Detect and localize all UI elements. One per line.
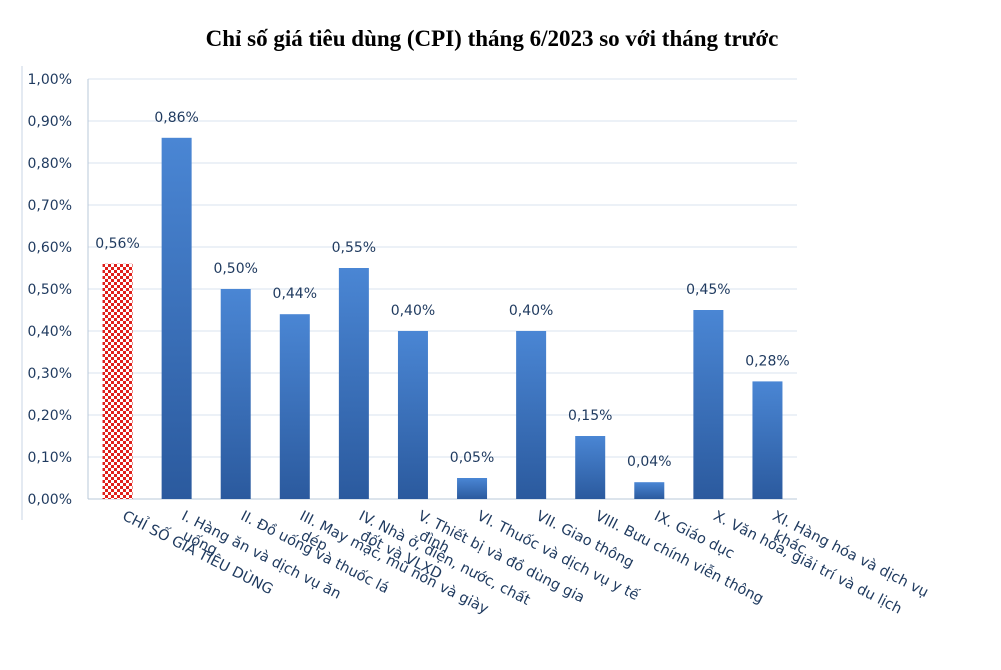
data-label: 0,55% — [332, 240, 376, 256]
y-tick-label: 1,00% — [28, 72, 72, 88]
data-label: 0,28% — [745, 353, 789, 369]
bar — [279, 314, 310, 499]
bars — [102, 137, 783, 500]
y-tick-label: 0,40% — [28, 324, 72, 340]
gridlines — [88, 78, 797, 500]
bar — [693, 310, 724, 499]
bar — [220, 289, 251, 499]
axes: 0,00% 0,10% 0,20% 0,30% 0,40% 0,50% 0,60% 0,70%… — [21, 66, 797, 520]
chart-title: Chỉ số giá tiêu dùng (CPI) tháng 6/2023 … — [206, 26, 779, 51]
bar-cpi-total — [102, 263, 133, 499]
y-tick-label: 0,80% — [28, 156, 72, 172]
bar — [161, 137, 192, 500]
x-tick-label: XI. Hàng hóa và dịch vụkhác — [762, 508, 931, 616]
bar — [575, 436, 606, 499]
bar — [516, 331, 547, 499]
bar — [457, 478, 488, 499]
data-label: 0,44% — [273, 286, 317, 302]
y-tick-label: 0,70% — [28, 198, 72, 214]
bar — [752, 381, 783, 499]
y-tick-label: 0,30% — [28, 366, 72, 382]
y-tick-label: 0,00% — [28, 492, 72, 508]
bar — [634, 482, 665, 499]
data-label: 0,05% — [450, 450, 494, 466]
y-tick-label: 0,90% — [28, 114, 72, 130]
data-labels: 0,56% 0,86% 0,50% 0,44% 0,55% 0,40% 0,05% 0,40%… — [95, 110, 789, 470]
data-label: 0,40% — [391, 303, 435, 319]
bar — [397, 331, 428, 499]
data-label: 0,15% — [568, 408, 612, 424]
y-tick-label: 0,10% — [28, 450, 72, 466]
y-tick-label: 0,50% — [28, 282, 72, 298]
y-tick-label: 0,60% — [28, 240, 72, 256]
data-label: 0,04% — [627, 454, 671, 470]
data-label: 0,40% — [509, 303, 553, 319]
bar — [338, 268, 369, 499]
data-label: 0,50% — [213, 261, 257, 277]
y-tick-label: 0,20% — [28, 408, 72, 424]
data-label: 0,45% — [686, 282, 730, 298]
data-label: 0,56% — [95, 236, 139, 252]
data-label: 0,86% — [154, 110, 198, 126]
